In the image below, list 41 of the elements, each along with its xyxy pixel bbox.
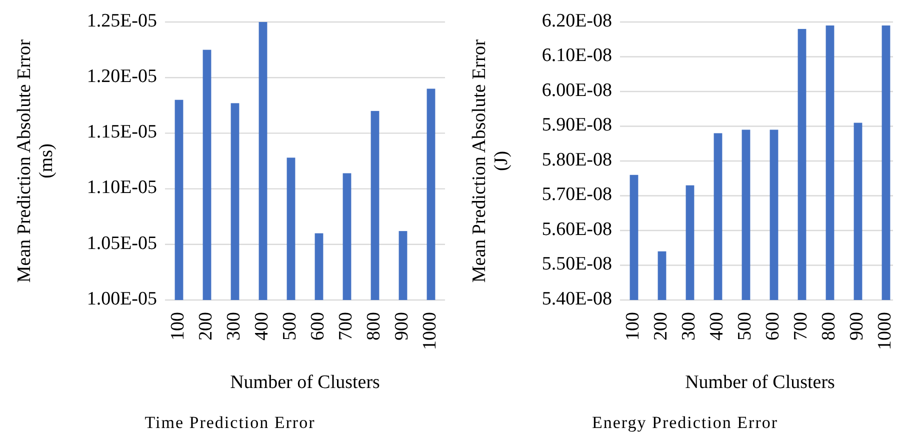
y-tick-label: 5.90E-08	[542, 114, 612, 136]
x-tick-label: 300	[678, 312, 700, 340]
y-tick-label: 5.50E-08	[542, 254, 612, 275]
text: Time Prediction Error	[144, 413, 316, 432]
x-axis-title: Number of Clusters	[685, 372, 835, 393]
x-tick-label: 800	[818, 312, 840, 340]
y-tick-label: 1.15E-05	[86, 122, 157, 143]
y-tick-label: 1.20E-05	[86, 66, 157, 87]
x-tick-label: 400	[251, 312, 272, 340]
x-tick-label: 1000	[419, 312, 440, 350]
x-tick-label: 900	[846, 312, 868, 340]
x-axis-title: Number of Clusters	[230, 372, 380, 393]
x-tick-label: 500	[279, 312, 300, 340]
x-tick-label: 300	[223, 312, 244, 340]
y-tick-label: 1.05E-05	[86, 232, 157, 254]
x-tick-label: 900	[391, 312, 412, 340]
x-tick-label: 700	[335, 312, 356, 340]
y-tick-label: 6.00E-08	[542, 80, 612, 101]
x-tick-label: 600	[762, 312, 784, 340]
x-tick-label: 200	[650, 312, 672, 340]
text: Energy Prediction Error	[592, 413, 778, 432]
y-tick-label: 5.70E-08	[542, 184, 612, 206]
y-tick-label: 1.25E-05	[86, 10, 157, 32]
y-tick-label: 6.20E-08	[542, 10, 612, 32]
y-axis-title: Mean Prediction Absolute Error (ms)	[14, 38, 57, 283]
x-tick-label: 500	[734, 312, 756, 340]
x-tick-label: 700	[790, 312, 812, 340]
y-axis-title: Mean Prediction Absolute Error (J)	[469, 38, 512, 283]
x-tick-label: 600	[307, 312, 328, 340]
y-tick-label: 1.00E-05	[86, 288, 157, 310]
x-tick-label: 200	[195, 312, 216, 340]
y-tick-label: 5.40E-08	[542, 288, 612, 310]
y-tick-label: 5.80E-08	[542, 149, 612, 170]
x-tick-label: 100	[622, 312, 644, 340]
y-tick-label: 5.60E-08	[542, 218, 612, 240]
y-tick-label: 6.10E-08	[542, 45, 612, 66]
y-tick-label: 1.10E-05	[86, 177, 157, 198]
x-tick-label: 1000	[874, 312, 896, 350]
x-tick-label: 800	[363, 312, 384, 340]
x-tick-label: 100	[167, 312, 188, 340]
x-tick-label: 400	[706, 312, 728, 340]
